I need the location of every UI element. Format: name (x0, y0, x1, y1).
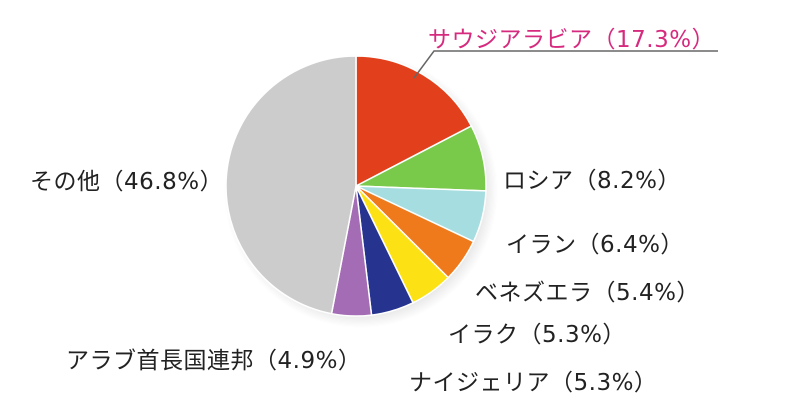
label-others: その他（46.8%） (30, 169, 224, 195)
label-nigeria: ナイジェリア（5.3%） (409, 370, 658, 396)
label-iraq: イラク（5.3%） (448, 322, 626, 348)
label-saudi-arabia: サウジアラビア（17.3%） (428, 27, 716, 53)
label-venezuela: ベネズエラ（5.4%） (475, 280, 700, 306)
saudi-leader-line (413, 50, 718, 79)
pie-slice-7 (225, 55, 357, 315)
pie-slice-0 (355, 55, 473, 188)
label-iran: イラン（6.4%） (506, 232, 684, 258)
label-uae: アラブ首長国連邦（4.9%） (66, 348, 362, 374)
label-russia: ロシア（8.2%） (503, 168, 681, 194)
